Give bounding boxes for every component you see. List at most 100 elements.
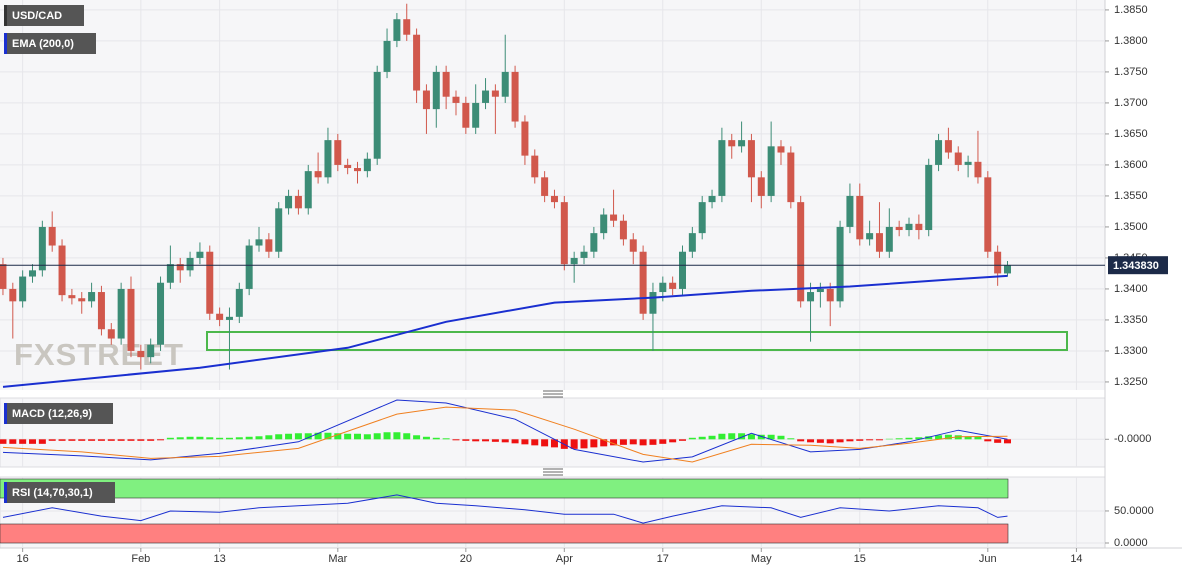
histogram-bar [304, 433, 312, 440]
candle-body [137, 350, 145, 358]
histogram-bar [383, 432, 391, 440]
candle-body [58, 245, 66, 296]
histogram-bar [531, 439, 539, 446]
candle-body [925, 164, 933, 231]
candle-body [482, 90, 490, 103]
candle-body [590, 233, 598, 252]
candle-body [639, 251, 647, 314]
candle-body [629, 239, 637, 252]
y-tick-label: -0.0000 [1114, 433, 1151, 445]
candle-body [738, 140, 746, 147]
candle-body [363, 158, 371, 172]
candle-body [225, 316, 233, 320]
histogram-bar [107, 439, 115, 441]
panel-grip[interactable] [543, 468, 563, 476]
candle-body [718, 140, 726, 196]
histogram-bar [728, 433, 736, 440]
candle-body [354, 168, 361, 172]
candle-body [846, 195, 854, 227]
x-tick-label: May [751, 553, 772, 565]
candle-body [747, 140, 755, 178]
histogram-bar [78, 439, 86, 441]
support-zone [206, 331, 1068, 351]
candle-body [560, 202, 568, 265]
histogram-bar [944, 434, 952, 440]
candle-body [275, 208, 283, 252]
x-tick-label: 20 [460, 553, 472, 565]
y-tick-label: 0.0000 [1114, 537, 1148, 549]
candle-body [97, 292, 105, 330]
histogram-bar [452, 439, 460, 441]
histogram-bar [747, 434, 755, 440]
histogram-bar [482, 439, 490, 442]
candle-body [935, 140, 943, 165]
x-tick-label: 14 [1070, 553, 1082, 565]
histogram-bar [757, 434, 765, 440]
histogram-bar [206, 437, 214, 440]
candle-body [245, 245, 253, 289]
candle-body [216, 313, 224, 320]
x-tick-label: Mar [328, 553, 347, 565]
histogram-bar [619, 439, 627, 445]
candle-body [974, 161, 982, 178]
candle-body [895, 226, 903, 231]
candle-body [511, 71, 519, 122]
candle-body [688, 233, 696, 252]
histogram-bar [885, 438, 893, 440]
candle-body [265, 239, 273, 252]
histogram-bar [807, 439, 815, 443]
histogram-bar [472, 439, 480, 442]
histogram-bar [58, 439, 66, 441]
watermark: FXSTREET [14, 337, 184, 372]
candle-body [324, 140, 332, 178]
candle-body [176, 264, 184, 271]
y-tick-label: 1.3750 [1114, 66, 1148, 78]
candle-body [1004, 265, 1011, 274]
candle-body [826, 288, 834, 302]
candle-body [994, 251, 1002, 274]
panel-grip[interactable] [543, 390, 563, 398]
histogram-bar [294, 433, 302, 440]
candle-body [196, 251, 204, 258]
candle-body [186, 257, 194, 271]
candle-body [442, 71, 450, 97]
histogram-bar [334, 433, 342, 440]
candle-body [9, 288, 17, 302]
histogram-bar [68, 439, 76, 441]
rsi-overbought-zone [0, 478, 1009, 499]
candle-body [206, 251, 214, 314]
candle-body [659, 282, 667, 293]
histogram-bar [905, 437, 913, 440]
histogram-bar [875, 439, 883, 441]
histogram-bar [1004, 439, 1011, 444]
histogram-bar [432, 437, 440, 440]
histogram-bar [501, 439, 509, 443]
legend-swatch [4, 5, 7, 26]
histogram-bar [442, 438, 450, 440]
candle-body [491, 90, 499, 97]
x-tick-label: 13 [213, 553, 225, 565]
candle-body [0, 264, 7, 289]
legend-box [4, 33, 96, 54]
candle-body [807, 292, 815, 302]
candle-body [432, 71, 440, 110]
candle-body [344, 164, 352, 169]
legend-swatch [4, 403, 7, 424]
histogram-bar [787, 438, 795, 440]
candle-body [373, 71, 381, 159]
histogram-bar [97, 439, 105, 441]
candle-body [294, 195, 302, 209]
histogram-bar [225, 437, 233, 440]
histogram-bar [511, 439, 519, 444]
histogram-bar [88, 439, 96, 441]
candle-body [403, 19, 411, 35]
histogram-bar [0, 439, 7, 444]
histogram-bar [925, 436, 933, 440]
candle-body [797, 202, 805, 302]
histogram-bar [935, 435, 943, 440]
histogram-bar [38, 439, 46, 444]
legend-ema: EMA (200,0) [12, 38, 74, 50]
candle-body [127, 288, 135, 351]
histogram-bar [659, 439, 667, 444]
histogram-bar [698, 436, 706, 440]
